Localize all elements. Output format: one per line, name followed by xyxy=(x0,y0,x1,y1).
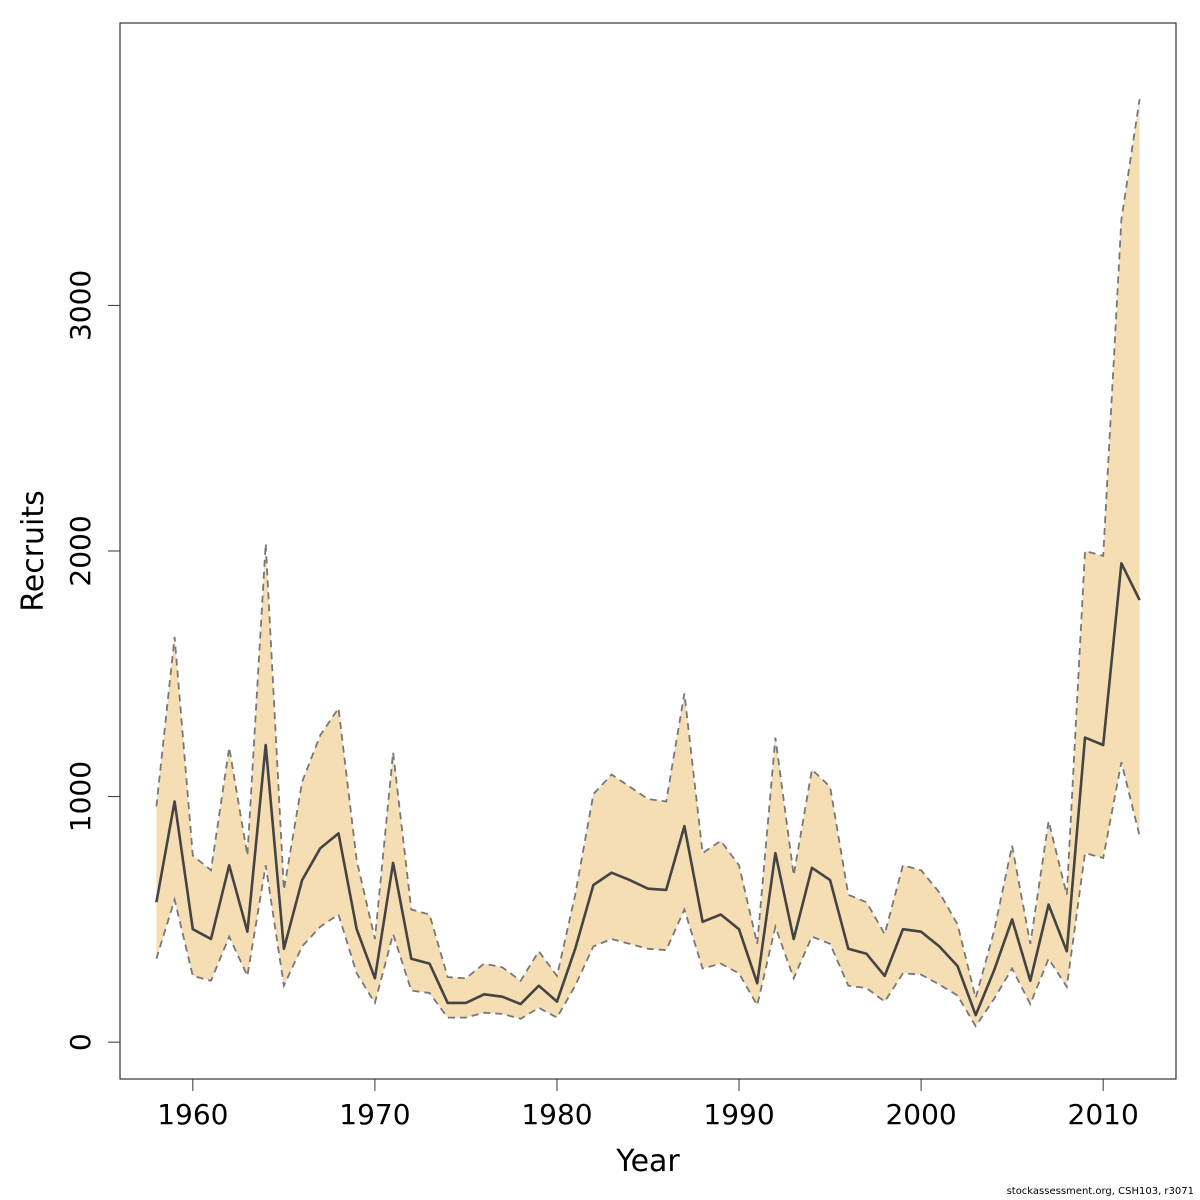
y-tick-label: 2000 xyxy=(64,515,97,586)
upper-bound-line xyxy=(155,98,1141,1002)
x-axis-title: Year xyxy=(615,1144,680,1179)
x-tick-label: 1960 xyxy=(157,1098,228,1131)
x-axis: 1960 1970 1980 1990 2000 2010 xyxy=(157,1078,1139,1131)
recruits-line xyxy=(155,561,1141,1017)
x-tick-label: 2000 xyxy=(885,1098,956,1131)
x-tick-label: 1990 xyxy=(703,1098,774,1131)
footer-credit: stockassessment.org, CSH103, r3071 xyxy=(1006,1186,1194,1197)
x-tick-label: 2010 xyxy=(1068,1098,1139,1131)
y-tick-label: 0 xyxy=(64,1033,97,1051)
lower-bound-line xyxy=(155,761,1141,1028)
x-tick-label: 1970 xyxy=(339,1098,410,1131)
x-tick-label: 1980 xyxy=(521,1098,592,1131)
y-tick-label: 1000 xyxy=(64,761,97,832)
y-axis-title: Recruits xyxy=(16,490,51,612)
y-tick-label: 3000 xyxy=(64,270,97,341)
confidence-band xyxy=(156,99,1140,1027)
y-axis: 0 1000 2000 3000 xyxy=(64,270,120,1051)
